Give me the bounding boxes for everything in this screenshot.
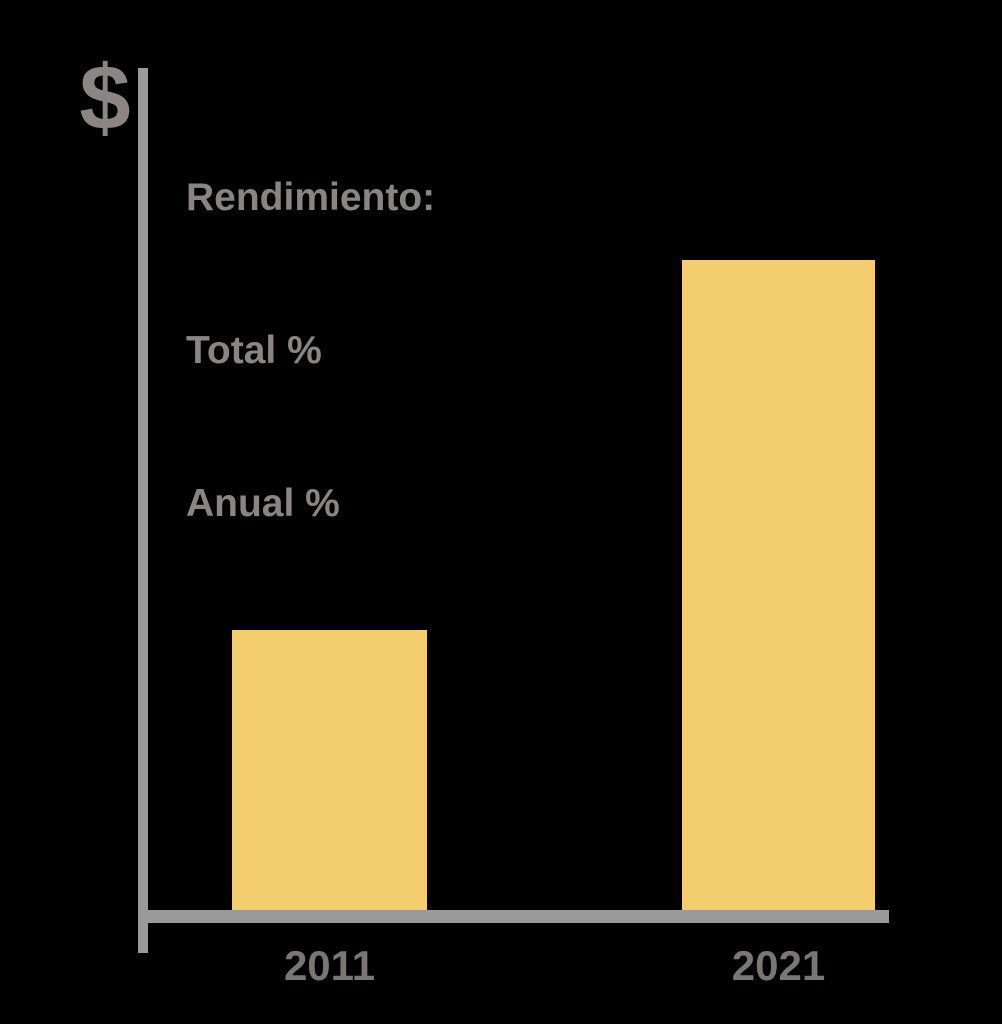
x-tick-label-2011: 2011 bbox=[283, 942, 376, 989]
legend-line-rendimiento: Rendimiento: bbox=[186, 176, 436, 219]
y-axis-currency-symbol: $ bbox=[79, 47, 131, 149]
y-axis-line bbox=[138, 68, 148, 953]
x-tick-label-2021: 2021 bbox=[731, 942, 826, 989]
bar-2011 bbox=[232, 630, 427, 910]
chart-legend: Rendimiento: Total % Anual % bbox=[186, 70, 435, 631]
legend-line-anual: Anual % bbox=[186, 482, 340, 525]
legend-line-total: Total % bbox=[186, 329, 322, 372]
x-axis-line bbox=[138, 910, 889, 923]
bar-2021 bbox=[682, 260, 875, 910]
